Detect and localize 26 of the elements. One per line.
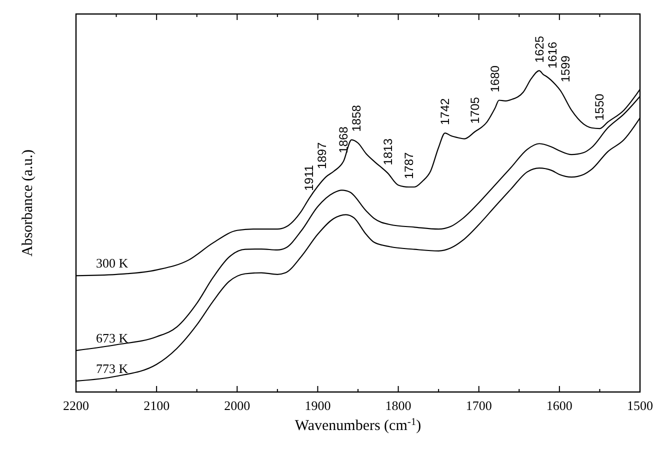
x-tick-label: 2200 [63,398,89,413]
annotation: 1680 [488,65,502,92]
annotation: 1813 [380,138,395,166]
annotation: 1625 [532,36,546,63]
x-tick-label: 1700 [466,398,492,413]
annotation: 1599 [558,55,572,82]
x-axis-title: Wavenumbers (cm$^{-1}$) [294,416,422,434]
x-tick-label: 2100 [144,398,170,413]
x-tick-label: 1900 [304,398,331,413]
annotation: 1897 [314,142,329,170]
x-tick-label: 1800 [385,398,412,413]
annotation: 1787 [402,152,416,180]
x-tick-label: 1600 [546,398,572,413]
annotation: 1742 [438,98,452,126]
annotation: 1705 [468,96,482,124]
annotation: 1616 [545,41,560,68]
series-label: 773 K [96,361,129,376]
annotation: 1550 [592,94,607,121]
series-label: 673 K [96,330,129,346]
x-tick-label: 2000 [224,398,250,413]
annotation: 1911 [302,164,316,191]
x-tick-label: 1500 [627,398,653,413]
annotation: 1858 [349,104,364,132]
series-label: 300 K [96,256,129,271]
y-axis-title: Absorbance (a.u.) [20,149,36,257]
annotation: 1868 [336,126,350,154]
